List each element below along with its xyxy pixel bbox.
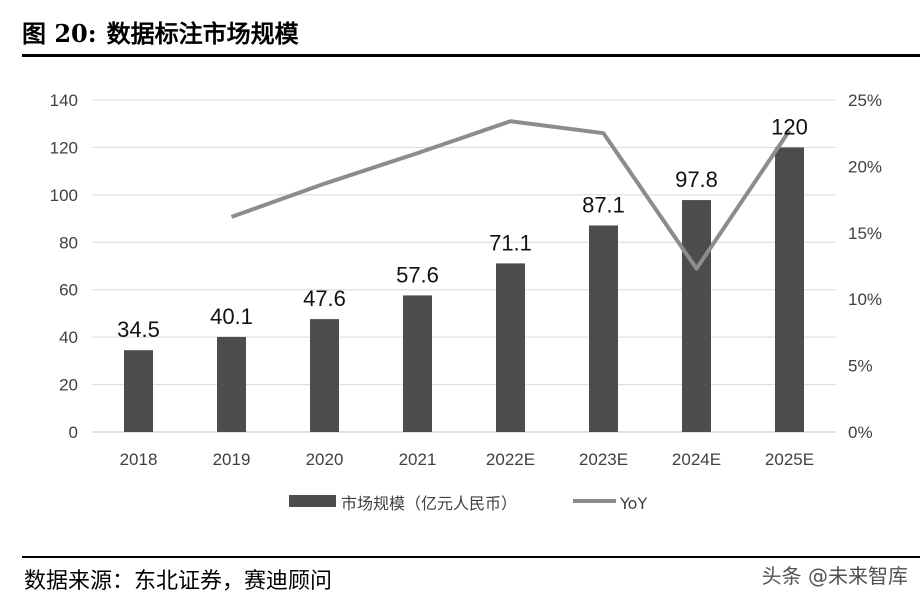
bar [403, 295, 432, 432]
top-rule [22, 54, 920, 57]
x-tick-label: 2021 [399, 450, 437, 469]
y-right-tick-label: 25% [848, 91, 882, 110]
bar [310, 319, 339, 432]
x-tick-label: 2020 [306, 450, 344, 469]
bar [589, 225, 618, 432]
legend-swatch-bar [289, 495, 336, 507]
y-left-tick-label: 0 [69, 423, 78, 442]
data-label: 47.6 [303, 286, 346, 311]
y-left-tick-label: 140 [50, 91, 78, 110]
source-note: 数据来源：东北证券，赛迪顾问 [24, 569, 333, 594]
y-right-tick-label: 10% [848, 290, 882, 309]
y-left-tick-label: 60 [59, 281, 78, 300]
y-right-tick-label: 5% [848, 357, 873, 376]
bar [775, 147, 804, 432]
y-left-tick-label: 120 [50, 138, 78, 157]
bar [496, 263, 525, 432]
x-tick-label: 2018 [120, 450, 158, 469]
watermark: 头条 @未来智库 [761, 564, 908, 588]
y-right-tick-label: 15% [848, 224, 882, 243]
bar [217, 336, 246, 432]
y-left-tick-label: 100 [50, 186, 78, 205]
data-label: 40.1 [210, 304, 253, 329]
chart: 0 20 40 60 80 100 120 140 0% 5% 10% 15% 20% 25% 2018 20… [50, 91, 882, 513]
y-left-tick-label: 80 [59, 233, 78, 252]
data-label: 57.6 [396, 262, 439, 287]
bottom-rule [22, 556, 920, 558]
legend-label-bar: 市场规模（亿元人民币） [341, 494, 517, 513]
y-right-tick-label: 0% [848, 423, 873, 442]
data-label: 87.1 [582, 192, 625, 217]
bar [124, 350, 153, 432]
y-left-tick-label: 40 [59, 328, 78, 347]
figure-title-text: 数据标注市场规模 [106, 19, 299, 48]
y-right-tick-label: 20% [848, 157, 882, 176]
data-label: 97.8 [675, 167, 718, 192]
figure-number: 图 20: [22, 19, 97, 48]
x-tick-label: 2022E [486, 450, 535, 469]
x-tick-label: 2019 [213, 450, 251, 469]
data-label: 34.5 [117, 317, 160, 342]
figure-title: 图 20: 数据标注市场规模 [22, 14, 299, 49]
x-tick-label: 2025E [765, 450, 814, 469]
x-tick-label: 2023E [579, 450, 628, 469]
x-tick-label: 2024E [672, 450, 721, 469]
data-label: 120 [771, 114, 808, 139]
data-label: 71.1 [489, 230, 532, 255]
y-left-tick-label: 20 [59, 376, 78, 395]
legend-label-yoy: YoY [619, 494, 647, 513]
bar [682, 200, 711, 432]
